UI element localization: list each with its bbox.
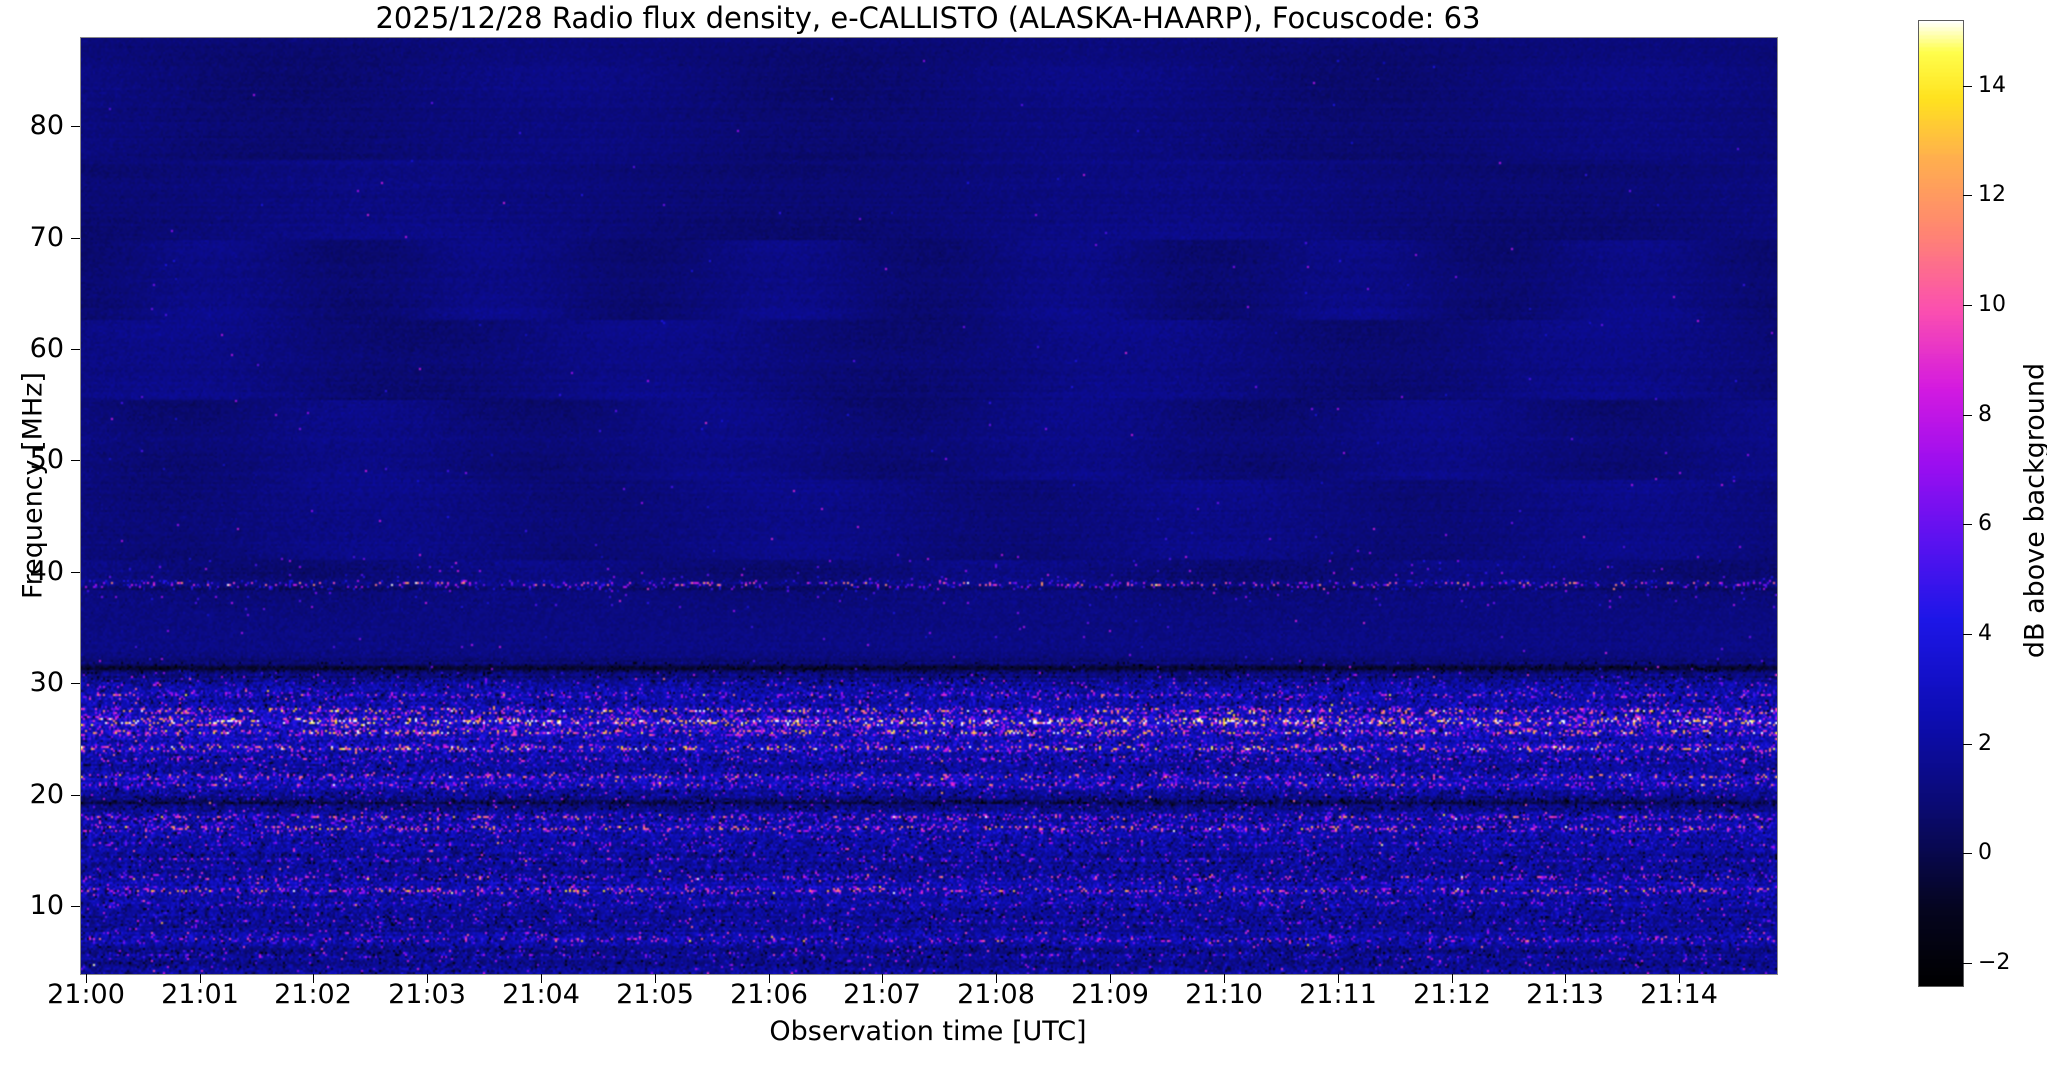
- x-tick-label: 21:07: [843, 979, 921, 1010]
- colorbar-tick-label: 14: [1978, 73, 2006, 98]
- x-tick-mark: [1565, 974, 1566, 983]
- y-tick-label: 10: [29, 890, 64, 921]
- y-tick-mark: [71, 683, 80, 684]
- colorbar-label: dB above background: [2019, 362, 2047, 659]
- y-tick-mark: [71, 572, 80, 573]
- y-tick-mark: [71, 126, 80, 127]
- colorbar-tick-label: 10: [1978, 292, 2006, 317]
- x-axis-label: Observation time [UTC]: [769, 1016, 1087, 1047]
- x-tick-mark: [655, 974, 656, 983]
- colorbar-tick-mark: [1963, 305, 1972, 306]
- x-tick-label: 21:03: [388, 979, 466, 1010]
- colorbar-tick-mark: [1963, 963, 1972, 964]
- y-tick-label: 60: [29, 333, 64, 364]
- x-tick-label: 21:14: [1640, 979, 1718, 1010]
- x-tick-label: 21:06: [730, 979, 808, 1010]
- y-tick-label: 50: [29, 444, 64, 475]
- x-tick-label: 21:00: [47, 979, 125, 1010]
- y-tick-mark: [71, 906, 80, 907]
- x-tick-label: 21:10: [1185, 979, 1263, 1010]
- x-tick-mark: [769, 974, 770, 983]
- y-tick-label: 30: [29, 667, 64, 698]
- x-tick-mark: [1452, 974, 1453, 983]
- colorbar-gradient: [1919, 21, 1963, 986]
- x-tick-mark: [200, 974, 201, 983]
- y-tick-mark: [71, 349, 80, 350]
- x-tick-mark: [882, 974, 883, 983]
- x-tick-label: 21:11: [1299, 979, 1377, 1010]
- y-tick-label: 40: [29, 556, 64, 587]
- spectrogram-axes: [80, 37, 1778, 975]
- x-tick-label: 21:01: [161, 979, 239, 1010]
- x-tick-label: 21:09: [1071, 979, 1149, 1010]
- x-tick-label: 21:13: [1526, 979, 1604, 1010]
- x-tick-label: 21:12: [1413, 979, 1491, 1010]
- x-tick-label: 21:02: [274, 979, 352, 1010]
- colorbar-tick-label: 0: [1978, 840, 1992, 865]
- x-tick-mark: [1110, 974, 1111, 983]
- x-tick-mark: [996, 974, 997, 983]
- colorbar-tick-mark: [1963, 86, 1972, 87]
- y-tick-label: 20: [29, 779, 64, 810]
- colorbar-tick-mark: [1963, 744, 1972, 745]
- y-tick-label: 70: [29, 222, 64, 253]
- x-tick-label: 21:08: [957, 979, 1035, 1010]
- colorbar-tick-mark: [1963, 415, 1972, 416]
- colorbar-tick-label: 6: [1978, 511, 1992, 536]
- y-tick-mark: [71, 795, 80, 796]
- x-tick-mark: [427, 974, 428, 983]
- colorbar-tick-label: 8: [1978, 402, 1992, 427]
- page-title: 2025/12/28 Radio flux density, e-CALLIST…: [375, 1, 1481, 35]
- y-tick-label: 80: [29, 110, 64, 141]
- spectrogram-image: [81, 38, 1777, 974]
- y-axis-label: Frequency [MHz]: [17, 372, 49, 599]
- y-tick-mark: [71, 238, 80, 239]
- colorbar-tick-label: 12: [1978, 182, 2006, 207]
- x-tick-mark: [313, 974, 314, 983]
- colorbar-tick-mark: [1963, 853, 1972, 854]
- colorbar-tick-label: 4: [1978, 621, 1992, 646]
- x-tick-mark: [1224, 974, 1225, 983]
- y-tick-mark: [71, 460, 80, 461]
- x-tick-label: 21:05: [616, 979, 694, 1010]
- x-tick-mark: [86, 974, 87, 983]
- colorbar-tick-label: −2: [1978, 950, 2011, 975]
- colorbar-tick-mark: [1963, 195, 1972, 196]
- colorbar-tick-label: 2: [1978, 731, 1992, 756]
- colorbar-tick-mark: [1963, 634, 1972, 635]
- x-tick-label: 21:04: [502, 979, 580, 1010]
- x-tick-mark: [1338, 974, 1339, 983]
- colorbar-axes: [1918, 20, 1964, 987]
- x-tick-mark: [541, 974, 542, 983]
- colorbar-tick-mark: [1963, 524, 1972, 525]
- x-tick-mark: [1679, 974, 1680, 983]
